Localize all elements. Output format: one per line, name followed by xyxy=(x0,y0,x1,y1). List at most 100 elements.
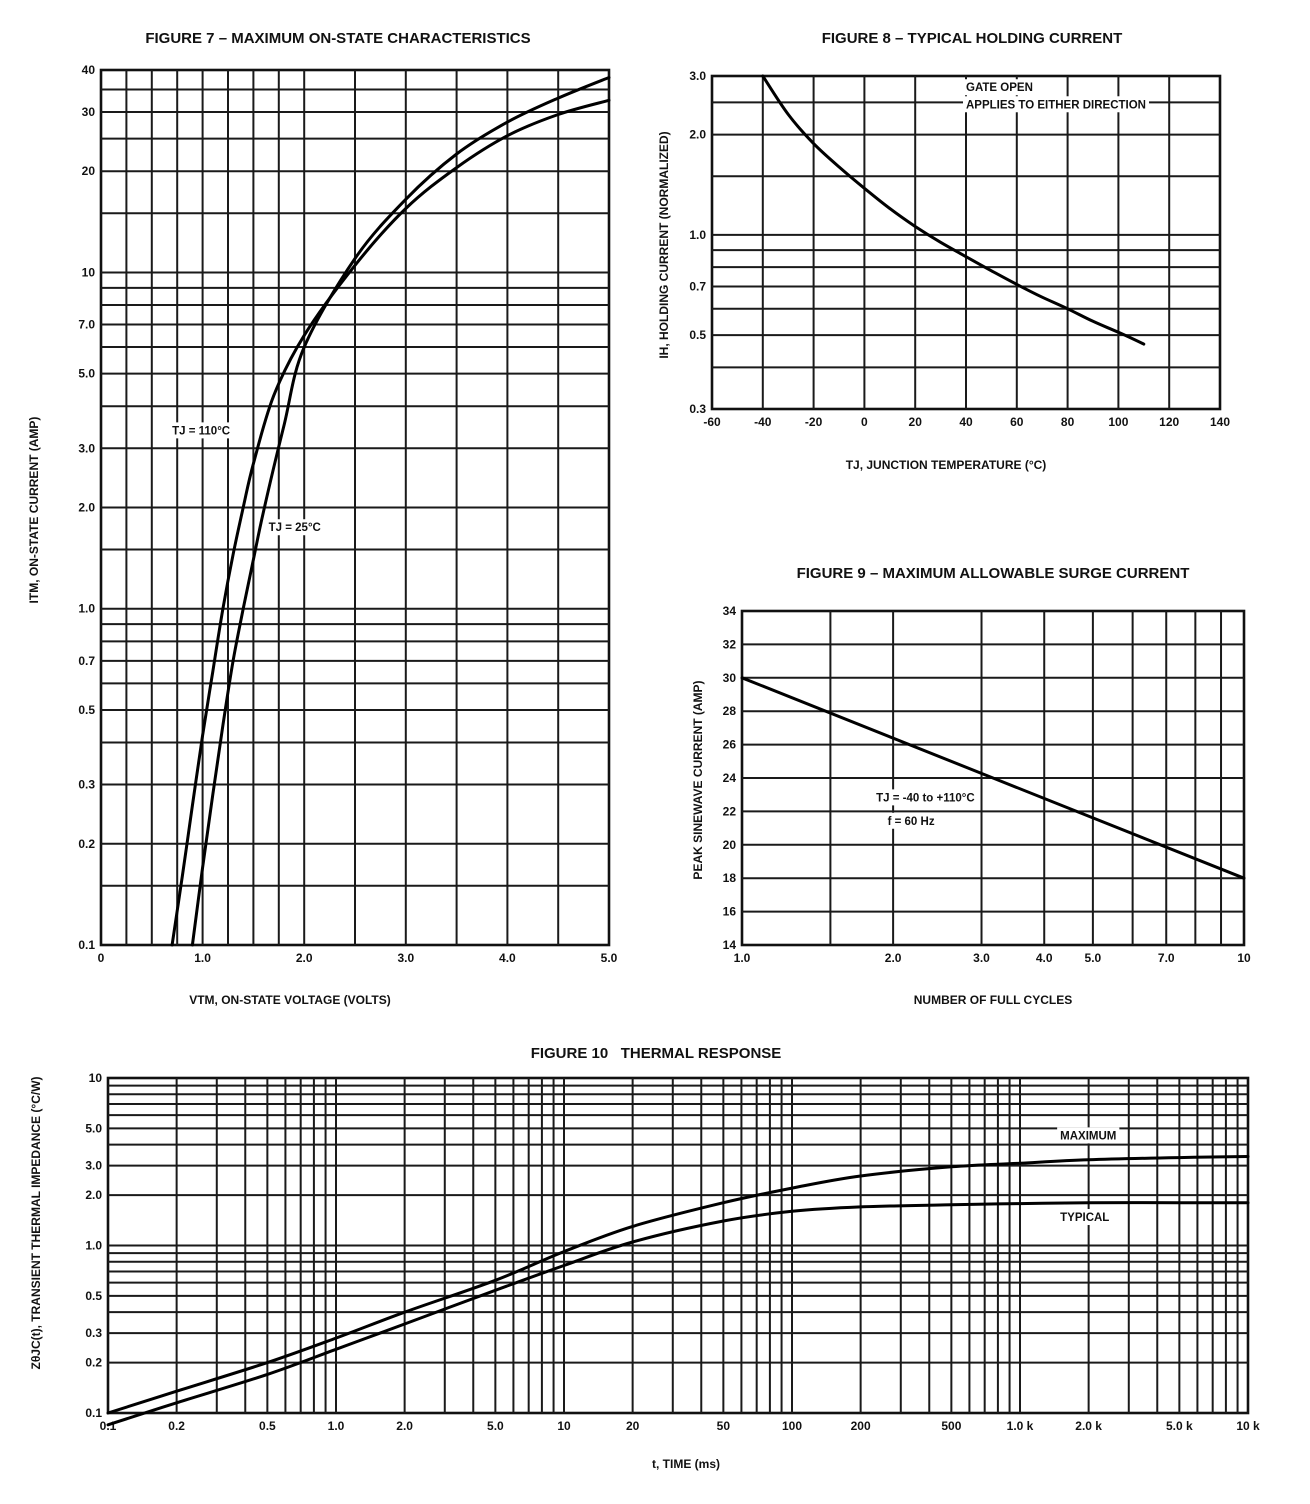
fig9-y-tick-label: 20 xyxy=(723,838,737,852)
fig8-annotation: GATE OPEN xyxy=(966,82,1033,94)
fig8-y-tick-label: 0.7 xyxy=(689,279,706,293)
fig9-y-tick-label: 18 xyxy=(723,871,737,885)
fig7-x-tick-label: 2.0 xyxy=(296,951,313,965)
fig10-y-tick-label: 5.0 xyxy=(85,1121,102,1135)
fig8-x-tick-label: 100 xyxy=(1108,415,1128,429)
fig9-y-tick-label: 24 xyxy=(723,771,737,785)
fig8-annotation-backdrop xyxy=(963,79,1036,96)
fig8-y-tick-label: 0.5 xyxy=(689,328,706,342)
fig9-x-tick-label: 7.0 xyxy=(1158,951,1175,965)
fig8-y-tick-label: 1.0 xyxy=(689,228,706,242)
fig10-x-tick-label: 1.0 k xyxy=(1007,1419,1034,1433)
figure-9-x-axis-label: NUMBER OF FULL CYCLES xyxy=(914,993,1072,1007)
fig7-y-tick-label: 2.0 xyxy=(78,501,95,515)
fig9-x-tick-label: 2.0 xyxy=(885,951,902,965)
fig7-annotation: TJ = 110°C xyxy=(172,425,230,437)
figure-8-x-axis-label: TJ, JUNCTION TEMPERATURE (°C) xyxy=(846,458,1047,472)
fig10-y-tick-label: 2.0 xyxy=(85,1188,102,1202)
fig7-x-tick-label: 5.0 xyxy=(601,951,618,965)
figure-9-title: FIGURE 9 – MAXIMUM ALLOWABLE SURGE CURRE… xyxy=(797,565,1190,582)
fig7-y-tick-label: 0.1 xyxy=(78,938,95,952)
fig10-y-tick-label: 3.0 xyxy=(85,1159,102,1173)
fig10-x-tick-label: 5.0 k xyxy=(1166,1419,1193,1433)
fig7-y-tick-label: 1.0 xyxy=(78,602,95,616)
fig10-x-tick-label: 1.0 xyxy=(328,1419,345,1433)
fig8-x-tick-label: 80 xyxy=(1061,415,1075,429)
fig8-y-tick-label: 2.0 xyxy=(689,128,706,142)
fig10-x-tick-label: 2.0 k xyxy=(1075,1419,1102,1433)
fig7-y-tick-label: 0.5 xyxy=(78,703,95,717)
fig9-y-tick-label: 22 xyxy=(723,804,737,818)
curve-holding-current xyxy=(761,74,1146,346)
fig7-y-tick-label: 5.0 xyxy=(78,367,95,381)
curve-maximum xyxy=(106,1155,1250,1415)
fig10-x-tick-label: 20 xyxy=(626,1419,640,1433)
fig7-y-tick-label: 0.2 xyxy=(78,837,95,851)
fig7-y-tick-label: 0.3 xyxy=(78,778,95,792)
figure-10-chart: FIGURE 10 THERMAL RESPONSE t, TIME (ms) … xyxy=(29,1045,1260,1471)
figure-10-x-axis-label: t, TIME (ms) xyxy=(652,1457,720,1471)
fig10-x-tick-label: 200 xyxy=(851,1419,871,1433)
fig9-y-tick-label: 16 xyxy=(723,905,737,919)
fig10-annotation-backdrop xyxy=(1057,1127,1120,1144)
fig9-y-tick-label: 34 xyxy=(723,604,737,618)
fig10-annotation-backdrop xyxy=(1057,1209,1113,1226)
fig7-y-tick-label: 40 xyxy=(82,63,96,77)
fig8-x-tick-label: -40 xyxy=(754,415,772,429)
fig7-annotation-backdrop xyxy=(265,519,324,536)
fig10-x-tick-label: 10 k xyxy=(1236,1419,1260,1433)
fig10-x-tick-label: 50 xyxy=(717,1419,731,1433)
fig10-x-tick-label: 5.0 xyxy=(487,1419,504,1433)
fig10-y-tick-label: 0.5 xyxy=(85,1289,102,1303)
fig7-y-tick-label: 30 xyxy=(82,105,96,119)
figure-10-y-axis-label: ZθJC(t), TRANSIENT THERMAL IMPEDANCE (°C… xyxy=(29,1076,43,1369)
fig10-x-tick-label: 100 xyxy=(782,1419,802,1433)
fig8-x-tick-label: -20 xyxy=(805,415,823,429)
fig9-annotation-backdrop xyxy=(873,789,978,806)
fig8-x-tick-label: 120 xyxy=(1159,415,1179,429)
fig10-annotation: MAXIMUM xyxy=(1060,1130,1116,1142)
fig7-y-tick-label: 3.0 xyxy=(78,441,95,455)
curve-tj-110 xyxy=(170,98,611,947)
figure-9-chart: FIGURE 9 – MAXIMUM ALLOWABLE SURGE CURRE… xyxy=(691,565,1251,1007)
fig9-y-tick-label: 26 xyxy=(723,738,737,752)
fig8-x-tick-label: 40 xyxy=(959,415,973,429)
figure-9-y-axis-label: PEAK SINEWAVE CURRENT (AMP) xyxy=(691,680,705,879)
figure-10-title: FIGURE 10 THERMAL RESPONSE xyxy=(531,1045,782,1062)
fig9-annotation: f = 60 Hz xyxy=(888,816,935,828)
fig9-y-tick-label: 28 xyxy=(723,704,737,718)
fig7-x-tick-label: 4.0 xyxy=(499,951,516,965)
curve-tj-25 xyxy=(190,76,611,947)
fig7-y-tick-label: 20 xyxy=(82,164,96,178)
figure-8-y-axis-label: IH, HOLDING CURRENT (NORMALIZED) xyxy=(657,131,671,358)
fig8-y-tick-label: 3.0 xyxy=(689,69,706,83)
fig10-x-tick-label: 500 xyxy=(941,1419,961,1433)
fig9-y-tick-label: 14 xyxy=(723,938,737,952)
figure-8-title: FIGURE 8 – TYPICAL HOLDING CURRENT xyxy=(822,30,1123,47)
fig7-y-tick-label: 7.0 xyxy=(78,318,95,332)
fig10-y-tick-label: 1.0 xyxy=(85,1239,102,1253)
fig9-x-tick-label: 4.0 xyxy=(1036,951,1053,965)
fig9-annotation: TJ = -40 to +110°C xyxy=(876,792,975,804)
fig10-x-tick-label: 0.2 xyxy=(168,1419,185,1433)
figure-7-chart: FIGURE 7 – MAXIMUM ON-STATE CHARACTERIST… xyxy=(27,30,618,1007)
figure-7-x-axis-label: VTM, ON-STATE VOLTAGE (VOLTS) xyxy=(189,993,391,1007)
figure-8-chart: FIGURE 8 – TYPICAL HOLDING CURRENT TJ, J… xyxy=(657,30,1230,472)
fig7-annotation: TJ = 25°C xyxy=(269,522,321,534)
fig8-annotation-backdrop xyxy=(963,96,1149,113)
fig9-x-tick-label: 5.0 xyxy=(1085,951,1102,965)
fig10-annotation: TYPICAL xyxy=(1060,1212,1109,1224)
figure-7-title: FIGURE 7 – MAXIMUM ON-STATE CHARACTERIST… xyxy=(145,30,530,47)
fig8-annotation: APPLIES TO EITHER DIRECTION xyxy=(966,99,1146,111)
fig9-x-tick-label: 10 xyxy=(1237,951,1251,965)
fig7-y-tick-label: 10 xyxy=(82,265,96,279)
fig7-x-tick-label: 3.0 xyxy=(397,951,414,965)
curve-typical xyxy=(106,1201,1250,1427)
fig8-x-tick-label: 20 xyxy=(909,415,923,429)
fig8-x-tick-label: -60 xyxy=(703,415,721,429)
fig8-x-tick-label: 140 xyxy=(1210,415,1230,429)
fig9-annotation-backdrop xyxy=(884,812,938,829)
figure-7-y-axis-label: ITM, ON-STATE CURRENT (AMP) xyxy=(27,417,41,604)
fig10-x-tick-label: 2.0 xyxy=(396,1419,413,1433)
